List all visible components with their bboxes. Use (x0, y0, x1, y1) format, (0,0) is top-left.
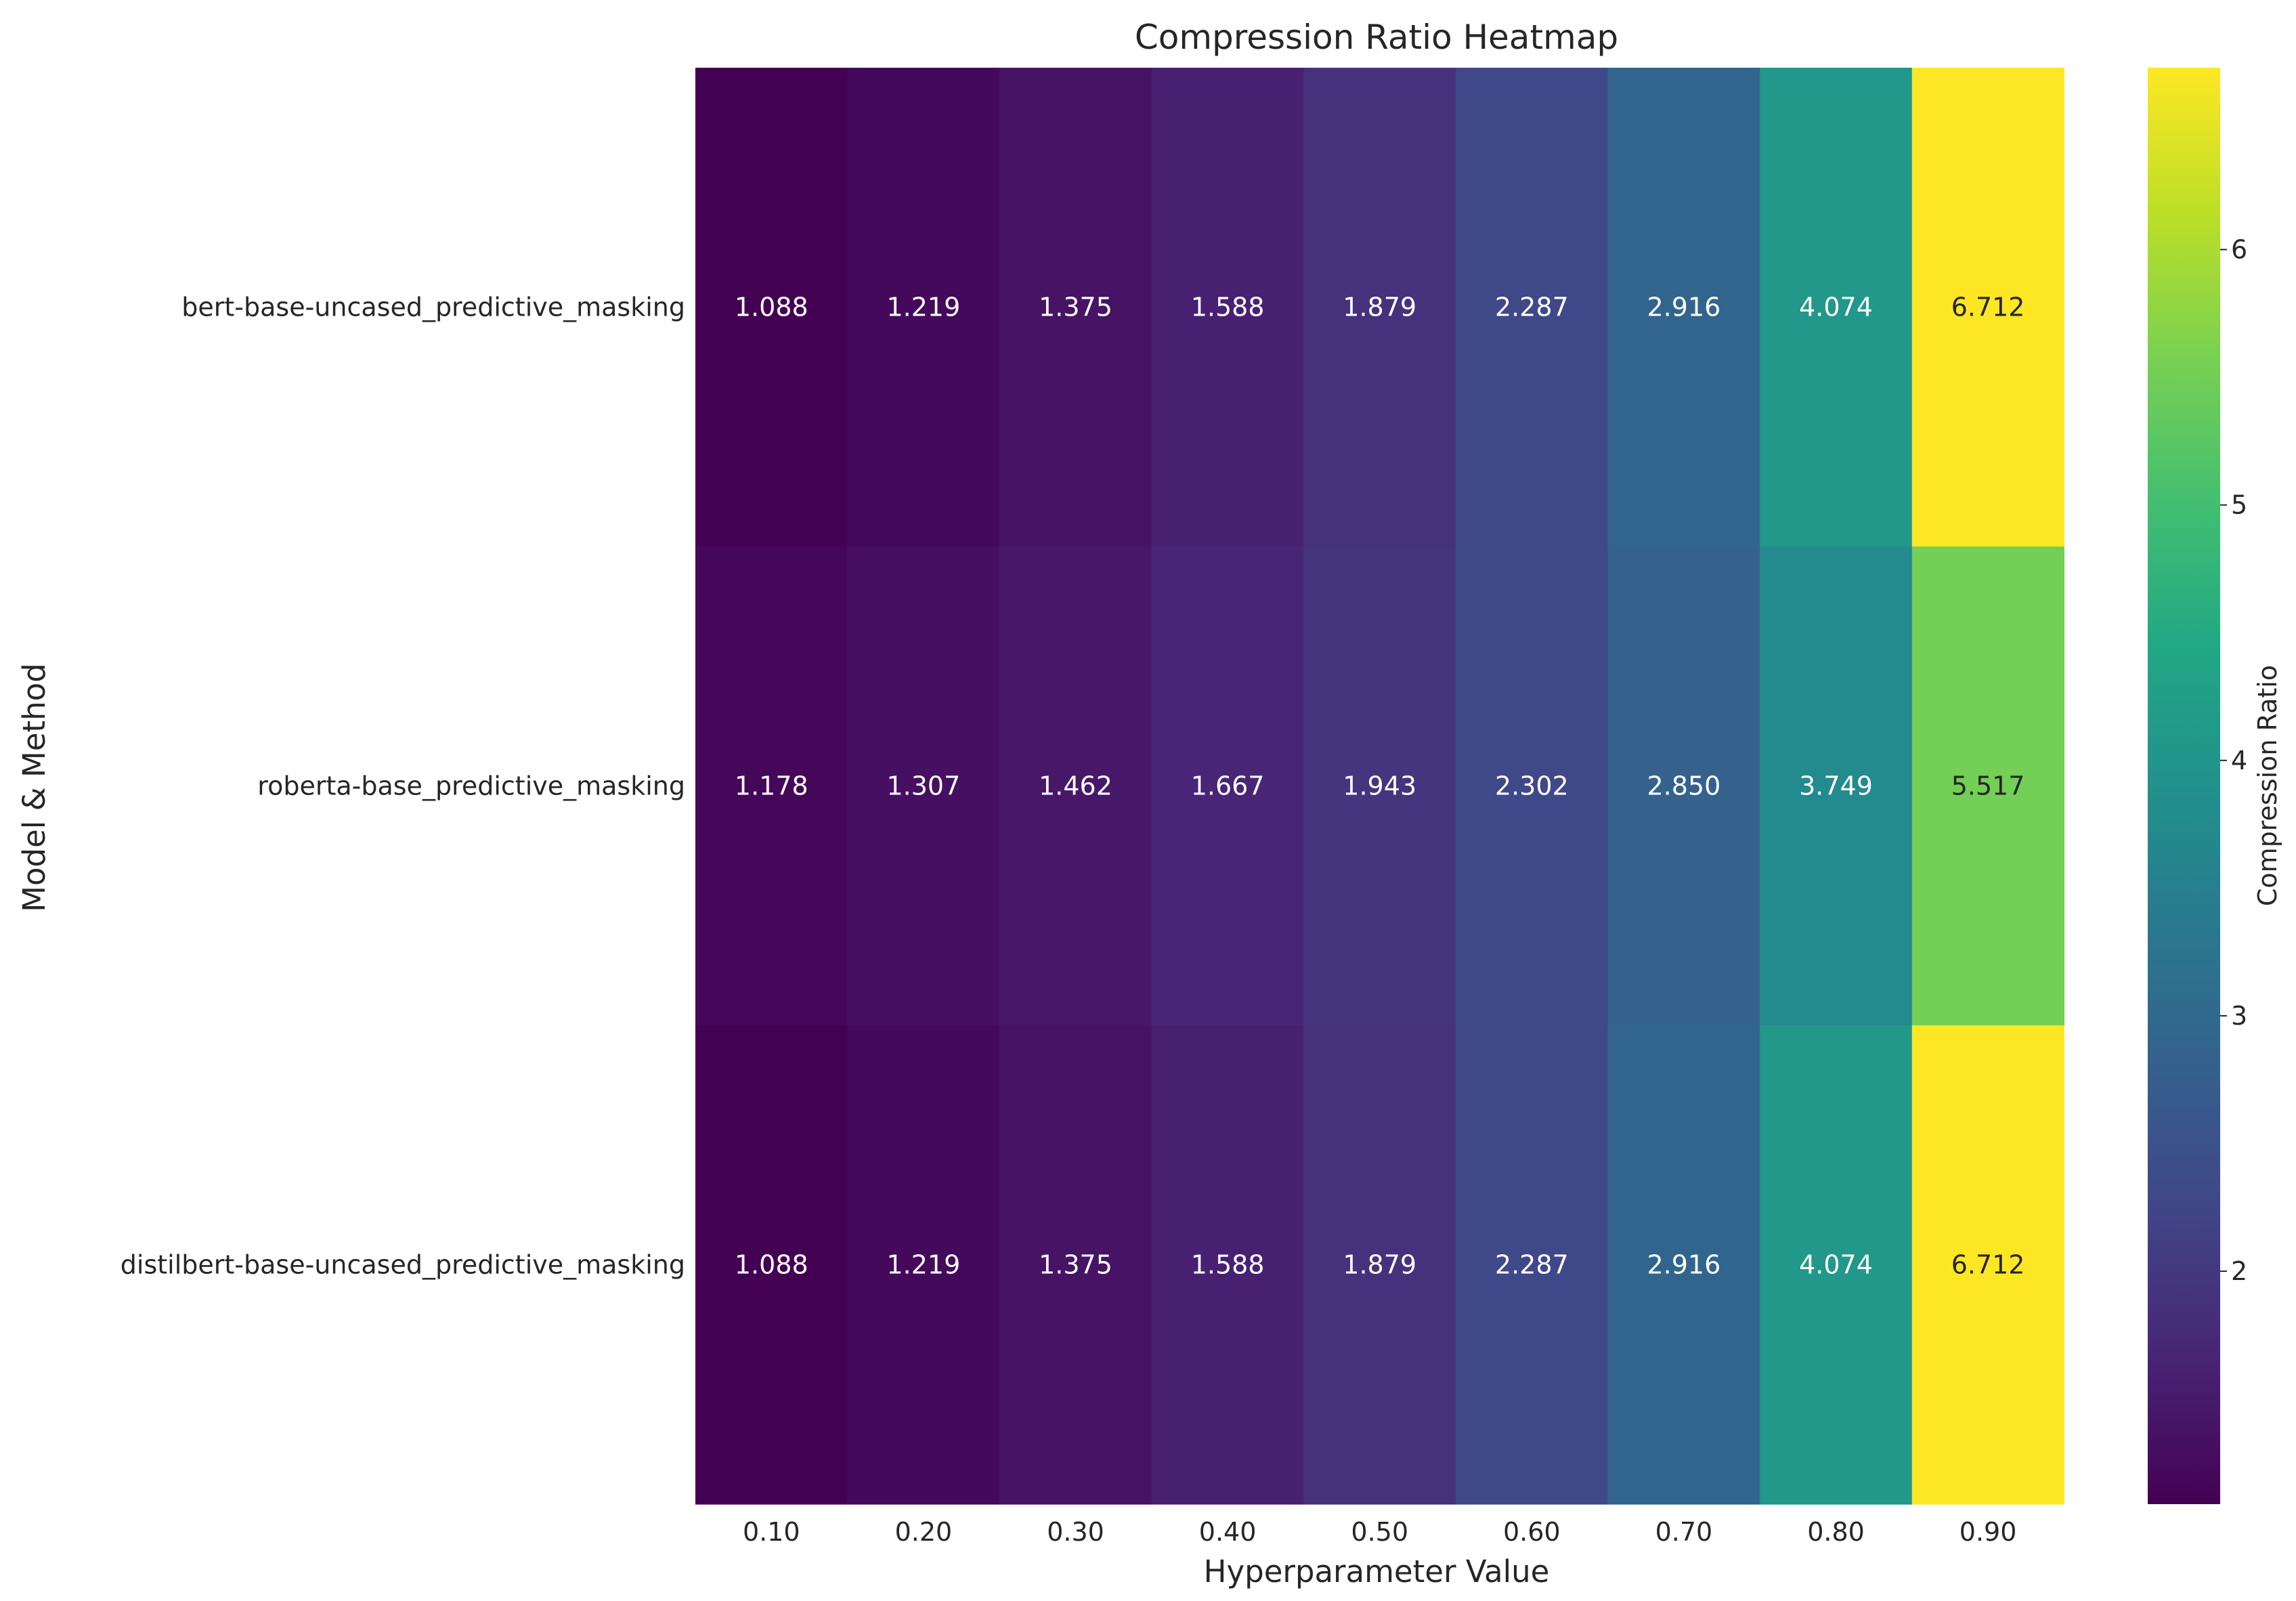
x-tick-label: 0.50 (1351, 1517, 1408, 1547)
heatmap-cell (1456, 1025, 1609, 1505)
cell-value-label: 1.219 (887, 293, 961, 322)
cell-value-label: 1.088 (735, 293, 808, 322)
cell-value-label: 1.462 (1039, 771, 1112, 801)
cell-value-label: 2.302 (1495, 771, 1569, 801)
x-tick-label: 0.60 (1503, 1517, 1561, 1547)
x-tick-label: 0.30 (1047, 1517, 1104, 1547)
heatmap-cell (1303, 68, 1456, 547)
colorbar-label: Compression Ratio (2253, 665, 2282, 906)
colorbar-tick-label: 5 (2231, 490, 2247, 520)
colorbar-tick-label: 4 (2231, 746, 2247, 775)
y-tick-label: distilbert-base-uncased_predictive_maski… (121, 1250, 685, 1280)
cell-value-label: 1.588 (1191, 293, 1265, 322)
x-tick-label: 0.90 (1959, 1517, 2017, 1547)
cell-value-label: 6.712 (1951, 293, 2025, 322)
cell-value-label: 1.178 (735, 771, 808, 801)
y-axis-label: Model & Method (16, 663, 52, 912)
cell-value-label: 4.074 (1799, 293, 1873, 322)
chart-title: Compression Ratio Heatmap (1135, 18, 1618, 57)
cell-value-label: 1.375 (1039, 1250, 1112, 1280)
cell-value-label: 1.375 (1039, 293, 1112, 322)
heatmap-cell (1607, 68, 1760, 547)
cell-value-label: 2.916 (1647, 1250, 1721, 1280)
heatmap-cell (1911, 1025, 2064, 1505)
heatmap-cell-labels: 1.088 1.219 1.375 1.588 1.879 2.287 2.916 4.074… (735, 293, 2025, 1280)
y-tick-label: roberta-base_predictive_masking (257, 771, 685, 801)
heatmap-cell (847, 547, 1000, 1026)
heatmap-cell (1303, 1025, 1456, 1505)
heatmap-cell (1760, 68, 1913, 547)
cell-value-label: 2.287 (1495, 293, 1569, 322)
colorbar-tick-label: 3 (2231, 1001, 2247, 1031)
colorbar (2148, 68, 2220, 1504)
heatmap-cell (999, 547, 1152, 1026)
heatmap-cell (1456, 547, 1609, 1026)
heatmap-cell (1911, 547, 2064, 1026)
heatmap-cell (847, 68, 1000, 547)
heatmap-cell (1607, 1025, 1760, 1505)
heatmap-cell (1607, 547, 1760, 1026)
heatmap-cell (695, 68, 848, 547)
heatmap-cell (695, 1025, 848, 1505)
colorbar-tick-label: 2 (2231, 1256, 2247, 1286)
x-axis-label: Hyperparameter Value (1204, 1554, 1550, 1589)
heatmap-cell (1456, 68, 1609, 547)
heatmap-cell (999, 68, 1152, 547)
cell-value-label: 1.879 (1343, 293, 1416, 322)
heatmap-cell (1151, 1025, 1304, 1505)
cell-value-label: 1.088 (735, 1250, 808, 1280)
x-tick-label: 0.80 (1807, 1517, 1865, 1547)
heatmap-cell (1911, 68, 2064, 547)
cell-value-label: 1.219 (887, 1250, 961, 1280)
x-tick-label: 0.10 (743, 1517, 800, 1547)
y-tick-labels: bert-base-uncased_predictive_maskingrobe… (121, 293, 685, 1280)
x-tick-label: 0.20 (895, 1517, 953, 1547)
heatmap-cell (847, 1025, 1000, 1505)
x-tick-label: 0.40 (1199, 1517, 1257, 1547)
cell-value-label: 2.287 (1495, 1250, 1569, 1280)
colorbar-ticks: 2 3 4 5 6 (2220, 235, 2247, 1286)
cell-value-label: 2.850 (1647, 771, 1721, 801)
cell-value-label: 1.588 (1191, 1250, 1265, 1280)
cell-value-label: 1.667 (1191, 771, 1265, 801)
heatmap-cell (1303, 547, 1456, 1026)
cell-value-label: 5.517 (1951, 771, 2025, 801)
heatmap-cell (1760, 547, 1913, 1026)
x-tick-labels: 0.10 0.20 0.30 0.40 0.50 0.60 0.70 0.80 0.90 (743, 1517, 2016, 1547)
x-tick-label: 0.70 (1655, 1517, 1713, 1547)
cell-value-label: 3.749 (1799, 771, 1873, 801)
heatmap-cell (1760, 1025, 1913, 1505)
cell-value-label: 2.916 (1647, 293, 1721, 322)
colorbar-tick-label: 6 (2231, 235, 2247, 265)
heatmap-cell (695, 547, 848, 1026)
cell-value-label: 6.712 (1951, 1250, 2025, 1280)
heatmap-cell (1151, 68, 1304, 547)
cell-value-label: 4.074 (1799, 1250, 1873, 1280)
heatmap-cell (1151, 547, 1304, 1026)
cell-value-label: 1.943 (1343, 771, 1416, 801)
y-tick-label: bert-base-uncased_predictive_masking (181, 293, 685, 322)
heatmap-cells (695, 68, 2064, 1505)
cell-value-label: 1.879 (1343, 1250, 1416, 1280)
cell-value-label: 1.307 (887, 771, 961, 801)
heatmap-cell (999, 1025, 1152, 1505)
